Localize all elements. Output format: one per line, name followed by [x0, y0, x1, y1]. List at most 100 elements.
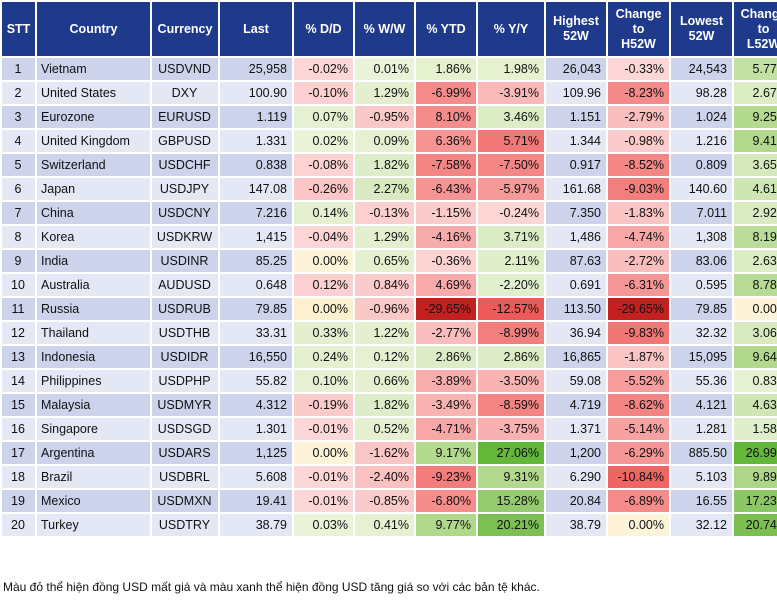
cell-lowest-52w: 1.281 [671, 418, 732, 440]
table-row[interactable]: 13 Indonesia USDIDR 16,550 0.24% 0.12% 2.86% 2.… [2, 346, 777, 368]
cell-country: Australia [37, 274, 150, 296]
cell-country: India [37, 250, 150, 272]
header-change-l52w[interactable]: Change to L52W [734, 2, 777, 56]
table-row[interactable]: 19 Mexico USDMXN 19.41 -0.01% -0.85% -6.80% 15.… [2, 490, 777, 512]
cell-country: Singapore [37, 418, 150, 440]
cell-ww: 0.65% [355, 250, 414, 272]
header-stt[interactable]: STT [2, 2, 35, 56]
cell-yy: 27.06% [478, 442, 544, 464]
cell-dd: -0.01% [294, 418, 353, 440]
header-dd-label: % D/D [305, 21, 342, 36]
cell-country: United States [37, 82, 150, 104]
cell-change-l52w: 8.19% [734, 226, 777, 248]
table-row[interactable]: 12 Thailand USDTHB 33.31 0.33% 1.22% -2.77% -8.… [2, 322, 777, 344]
cell-lowest-52w: 4.121 [671, 394, 732, 416]
table-row[interactable]: 2 United States DXY 100.90 -0.10% 1.29% -6.99%… [2, 82, 777, 104]
table-row[interactable]: 10 Australia AUDUSD 0.648 0.12% 0.84% 4.69% -2.… [2, 274, 777, 296]
cell-country: Russia [37, 298, 150, 320]
header-highest-label: Highest [553, 14, 599, 28]
cell-dd: -0.01% [294, 490, 353, 512]
cell-change-l52w: 2.92% [734, 202, 777, 224]
header-last[interactable]: Last [220, 2, 292, 56]
cell-stt: 8 [2, 226, 35, 248]
cell-last: 100.90 [220, 82, 292, 104]
cell-ww: -0.13% [355, 202, 414, 224]
header-change-h52w[interactable]: Change to H52W [608, 2, 669, 56]
cell-ytd: -6.80% [416, 490, 476, 512]
table-row[interactable]: 18 Brazil USDBRL 5.608 -0.01% -2.40% -9.23% 9.3… [2, 466, 777, 488]
cell-country: Turkey [37, 514, 150, 536]
header-change-l-line2: to [757, 21, 770, 36]
table-row[interactable]: 1 Vietnam USDVND 25,958 -0.02% 0.01% 1.86% 1.98… [2, 58, 777, 80]
cell-country: Switzerland [37, 154, 150, 176]
header-dd[interactable]: % D/D [294, 2, 353, 56]
table-row[interactable]: 20 Turkey USDTRY 38.79 0.03% 0.41% 9.77% 20.21%… [2, 514, 777, 536]
cell-yy: 3.71% [478, 226, 544, 248]
cell-last: 7.216 [220, 202, 292, 224]
table-row[interactable]: 14 Philippines USDPHP 55.82 0.10% 0.66% -3.89%… [2, 370, 777, 392]
currency-table: STT Country Currency Last % D/D % W/W % … [2, 2, 777, 536]
cell-ww: 0.01% [355, 58, 414, 80]
cell-lowest-52w: 32.32 [671, 322, 732, 344]
cell-yy: 15.28% [478, 490, 544, 512]
cell-change-h52w: -9.03% [608, 178, 669, 200]
header-ww[interactable]: % W/W [355, 2, 414, 56]
header-highest-52w[interactable]: Highest 52W [546, 2, 606, 56]
cell-change-l52w: 9.64% [734, 346, 777, 368]
cell-last: 16,550 [220, 346, 292, 368]
cell-change-l52w: 1.58% [734, 418, 777, 440]
cell-stt: 13 [2, 346, 35, 368]
cell-lowest-52w: 32.12 [671, 514, 732, 536]
table-row[interactable]: 9 India USDINR 85.25 0.00% 0.65% -0.36% 2.11% 87… [2, 250, 777, 272]
cell-highest-52w: 0.917 [546, 154, 606, 176]
cell-last: 55.82 [220, 370, 292, 392]
cell-highest-52w: 16,865 [546, 346, 606, 368]
cell-highest-52w: 38.79 [546, 514, 606, 536]
cell-ytd: -29.65% [416, 298, 476, 320]
cell-currency: USDMXN [152, 490, 218, 512]
header-currency[interactable]: Currency [152, 2, 218, 56]
cell-currency: AUDUSD [152, 274, 218, 296]
table-row[interactable]: 7 China USDCNY 7.216 0.14% -0.13% -1.15% -0.24%… [2, 202, 777, 224]
cell-lowest-52w: 79.85 [671, 298, 732, 320]
cell-yy: -8.59% [478, 394, 544, 416]
header-lowest-period: 52W [688, 29, 715, 43]
cell-change-l52w: 3.06% [734, 322, 777, 344]
cell-ytd: -1.15% [416, 202, 476, 224]
cell-country: Japan [37, 178, 150, 200]
cell-dd: 0.07% [294, 106, 353, 128]
cell-ytd: 1.86% [416, 58, 476, 80]
table-row[interactable]: 5 Switzerland USDCHF 0.838 -0.08% 1.82% -7.58%… [2, 154, 777, 176]
header-yy[interactable]: % Y/Y [478, 2, 544, 56]
table-body: 1 Vietnam USDVND 25,958 -0.02% 0.01% 1.86% 1.98… [2, 58, 777, 536]
cell-ww: 0.84% [355, 274, 414, 296]
cell-ww: 0.66% [355, 370, 414, 392]
table-row[interactable]: 6 Japan USDJPY 147.08 -0.26% 2.27% -6.43% -5.97… [2, 178, 777, 200]
cell-stt: 1 [2, 58, 35, 80]
table-row[interactable]: 16 Singapore USDSGD 1.301 -0.01% 0.52% -4.71% -… [2, 418, 777, 440]
table-row[interactable]: 11 Russia USDRUB 79.85 0.00% -0.96% -29.65% -12… [2, 298, 777, 320]
cell-yy: -0.24% [478, 202, 544, 224]
cell-change-l52w: 8.78% [734, 274, 777, 296]
cell-stt: 15 [2, 394, 35, 416]
table-row[interactable]: 17 Argentina USDARS 1,125 0.00% -1.62% 9.17% 27… [2, 442, 777, 464]
table-row[interactable]: 8 Korea USDKRW 1,415 -0.04% 1.29% -4.16% 3.71% 1… [2, 226, 777, 248]
cell-highest-52w: 87.63 [546, 250, 606, 272]
cell-ytd: -9.23% [416, 466, 476, 488]
table-row[interactable]: 4 United Kingdom GBPUSD 1.331 0.02% 0.09% 6.36… [2, 130, 777, 152]
header-lowest-52w[interactable]: Lowest 52W [671, 2, 732, 56]
table-row[interactable]: 3 Eurozone EURUSD 1.119 0.07% -0.95% 8.10% 3.46… [2, 106, 777, 128]
cell-lowest-52w: 55.36 [671, 370, 732, 392]
cell-currency: USDKRW [152, 226, 218, 248]
cell-dd: 0.00% [294, 298, 353, 320]
table-row[interactable]: 15 Malaysia USDMYR 4.312 -0.19% 1.82% -3.49% -8… [2, 394, 777, 416]
cell-ytd: -4.16% [416, 226, 476, 248]
cell-ww: 1.22% [355, 322, 414, 344]
header-ytd[interactable]: % YTD [416, 2, 476, 56]
cell-change-h52w: -1.83% [608, 202, 669, 224]
header-country[interactable]: Country [37, 2, 150, 56]
cell-highest-52w: 36.94 [546, 322, 606, 344]
cell-yy: -12.57% [478, 298, 544, 320]
cell-change-l52w: 0.83% [734, 370, 777, 392]
cell-change-h52w: -2.72% [608, 250, 669, 272]
